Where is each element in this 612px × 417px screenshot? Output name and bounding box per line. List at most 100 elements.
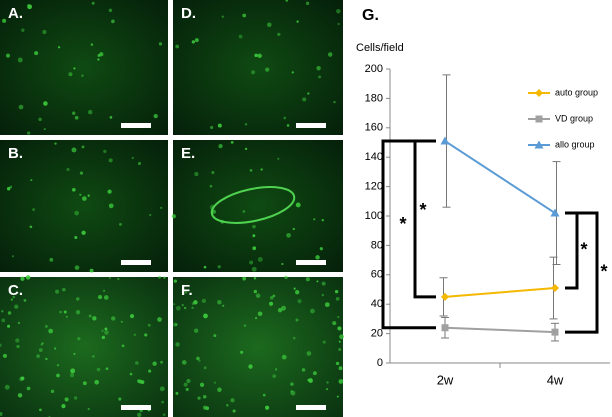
cell-dot — [130, 314, 135, 319]
cell-dot — [221, 15, 224, 18]
cell-dot — [90, 43, 94, 46]
cell-dot — [158, 42, 163, 46]
cell-dot — [291, 71, 294, 74]
cell-dot — [29, 225, 33, 229]
significance-star: * — [580, 239, 587, 259]
cell-dot — [147, 323, 151, 327]
legend-label: allo group — [555, 139, 595, 149]
bracket — [381, 139, 436, 330]
y-tick-label: 140 — [365, 151, 383, 163]
cell-dot — [91, 1, 95, 5]
cell-dot — [283, 116, 287, 120]
cell-dot — [49, 257, 54, 262]
cell-dot — [310, 308, 315, 314]
legend-marker — [535, 115, 543, 123]
cell-dot — [74, 265, 80, 270]
cell-dot — [163, 276, 166, 279]
cell-dot — [173, 279, 178, 283]
micrograph — [0, 140, 168, 272]
cell-dot — [209, 184, 213, 188]
cell-dot — [66, 167, 70, 172]
legend-label: auto group — [555, 87, 598, 97]
cell-dot — [64, 397, 69, 402]
cell-dot — [2, 353, 7, 358]
cell-dot — [27, 4, 33, 10]
cell-dot — [265, 67, 270, 72]
cell-dot — [14, 304, 19, 309]
cell-dot — [230, 398, 235, 403]
cell-dot — [202, 395, 207, 399]
cell-dot — [308, 378, 313, 383]
cell-dot — [252, 234, 256, 238]
cell-dot — [1, 310, 4, 313]
cell-dot — [255, 293, 261, 299]
cell-dot — [301, 368, 306, 372]
cell-dot — [290, 382, 294, 386]
significance-star: * — [419, 200, 426, 220]
cell-dot — [337, 315, 340, 319]
cell-dot — [82, 196, 87, 201]
cell-dot — [2, 18, 7, 23]
panel-label: E. — [181, 145, 195, 162]
cell-dot — [68, 72, 73, 77]
cell-dot — [20, 276, 25, 281]
cell-dot — [73, 67, 76, 70]
cell-dot — [202, 405, 208, 410]
cell-dot — [0, 343, 2, 347]
cell-dot — [306, 351, 312, 356]
cell-dot — [43, 101, 48, 106]
cell-dot — [162, 413, 166, 417]
cell-dot — [152, 361, 157, 366]
cell-dot — [312, 371, 317, 376]
cell-dot — [50, 389, 55, 394]
cell-dot — [175, 305, 181, 311]
cell-dot — [185, 387, 189, 391]
cell-dot — [56, 373, 60, 378]
cell-dot — [98, 295, 103, 300]
cell-dot — [338, 366, 343, 371]
cell-dot — [254, 53, 258, 58]
cell-dot — [338, 340, 341, 343]
cell-dot — [108, 203, 114, 209]
y-tick-label: 20 — [371, 328, 383, 340]
cell-dot — [62, 287, 66, 292]
cell-dot — [222, 304, 225, 307]
cell-dot — [262, 393, 266, 397]
x-tick-label: 2w — [437, 372, 454, 387]
cell-dot — [316, 65, 321, 71]
cell-dot — [336, 8, 341, 14]
cell-dot — [217, 299, 222, 305]
cell-dot — [175, 391, 179, 395]
cell-dot — [183, 382, 188, 387]
cell-dot — [335, 297, 340, 301]
cell-dot — [196, 356, 200, 361]
line — [444, 287, 556, 298]
cell-dot — [295, 202, 301, 208]
cell-dot — [186, 378, 191, 384]
scale-bar — [296, 260, 326, 265]
panel-label: A. — [8, 5, 23, 22]
cell-dot — [105, 367, 109, 370]
cell-dot — [23, 299, 27, 302]
cell-dot — [102, 289, 106, 293]
cell-dot — [184, 291, 188, 294]
cell-dot — [7, 311, 12, 315]
cell-dot — [25, 275, 31, 280]
cell-dot — [10, 298, 13, 301]
cell-dot — [4, 384, 10, 390]
cell-dot — [138, 379, 143, 384]
cell-dot — [94, 379, 100, 385]
cell-dot — [293, 287, 296, 290]
y-tick-label: 180 — [365, 92, 383, 104]
cell-dot — [6, 187, 11, 191]
cell-dot — [81, 145, 85, 149]
cell-dot — [69, 372, 75, 378]
cell-dot — [335, 361, 340, 366]
panel-label: F. — [181, 282, 193, 299]
cell-dot — [201, 298, 207, 304]
cell-dot — [38, 117, 42, 122]
cell-dot — [26, 386, 31, 391]
cell-dot — [74, 115, 79, 120]
cell-dot — [101, 335, 106, 340]
